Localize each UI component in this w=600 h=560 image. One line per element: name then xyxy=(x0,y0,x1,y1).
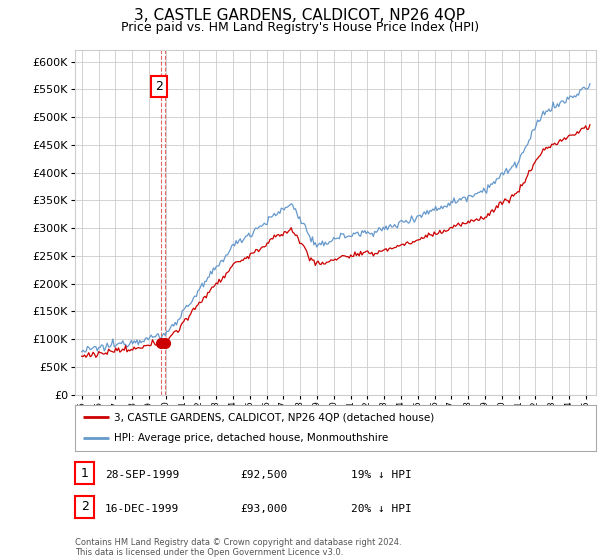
Text: 3, CASTLE GARDENS, CALDICOT, NP26 4QP: 3, CASTLE GARDENS, CALDICOT, NP26 4QP xyxy=(134,8,466,24)
Text: 20% ↓ HPI: 20% ↓ HPI xyxy=(351,504,412,514)
Text: £92,500: £92,500 xyxy=(240,470,287,480)
Text: 2: 2 xyxy=(80,500,89,514)
Text: 1: 1 xyxy=(80,466,89,480)
Text: £93,000: £93,000 xyxy=(240,504,287,514)
Text: 16-DEC-1999: 16-DEC-1999 xyxy=(105,504,179,514)
Text: 28-SEP-1999: 28-SEP-1999 xyxy=(105,470,179,480)
Text: 3, CASTLE GARDENS, CALDICOT, NP26 4QP (detached house): 3, CASTLE GARDENS, CALDICOT, NP26 4QP (d… xyxy=(114,412,434,422)
Text: 2: 2 xyxy=(155,80,163,93)
Text: HPI: Average price, detached house, Monmouthshire: HPI: Average price, detached house, Monm… xyxy=(114,433,388,444)
Text: 19% ↓ HPI: 19% ↓ HPI xyxy=(351,470,412,480)
Text: Price paid vs. HM Land Registry's House Price Index (HPI): Price paid vs. HM Land Registry's House … xyxy=(121,21,479,34)
Text: Contains HM Land Registry data © Crown copyright and database right 2024.
This d: Contains HM Land Registry data © Crown c… xyxy=(75,538,401,557)
